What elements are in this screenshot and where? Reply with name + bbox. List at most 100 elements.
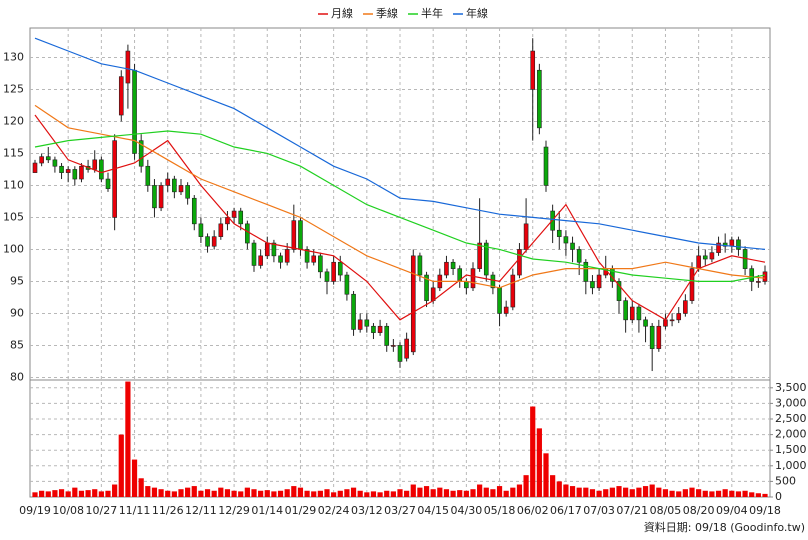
y-tick-label: 100 xyxy=(3,242,24,255)
candle-body xyxy=(410,255,416,353)
volume-bar xyxy=(437,487,443,497)
volume-bar xyxy=(377,492,383,497)
candle-body xyxy=(510,274,516,308)
y2-tick-label: 3,000 xyxy=(775,396,807,409)
candle-body xyxy=(523,223,529,250)
candle-body xyxy=(722,242,728,247)
candle-body xyxy=(444,261,449,276)
volume-bar xyxy=(65,491,71,497)
candle-body xyxy=(158,185,164,209)
x-tick-label: 04/15 xyxy=(417,504,449,517)
volume-bar xyxy=(523,475,529,497)
volume-bar xyxy=(702,490,708,497)
x-tick-label: 01/14 xyxy=(251,504,283,517)
x-tick-label: 02/24 xyxy=(318,504,350,517)
candle-body xyxy=(384,325,390,346)
candle-body xyxy=(470,268,476,289)
volume-bar xyxy=(550,475,556,497)
candle-body xyxy=(450,261,456,269)
candle-body xyxy=(79,165,84,180)
candle-body xyxy=(218,223,224,237)
volume-bar xyxy=(105,490,111,497)
ma-line xyxy=(34,114,766,321)
volume-bar xyxy=(682,489,688,497)
candle-body xyxy=(318,255,323,273)
candle-body xyxy=(145,165,151,186)
volume-bar xyxy=(443,489,450,497)
candle-body xyxy=(271,242,277,257)
volume-bar xyxy=(271,491,277,497)
candle-body xyxy=(430,287,436,301)
volume-bar xyxy=(78,490,85,497)
volume-bar xyxy=(483,487,489,497)
volume-bar xyxy=(364,492,370,497)
volume-bar xyxy=(430,489,436,497)
volume-bar xyxy=(171,491,177,497)
candle-body xyxy=(503,306,509,314)
x-tick-label: 07/21 xyxy=(616,504,648,517)
candle-body xyxy=(543,146,549,186)
x-tick-label: 12/11 xyxy=(185,504,217,517)
volume-bar xyxy=(762,493,768,497)
volume-bar xyxy=(258,490,264,497)
candle-body xyxy=(231,210,237,218)
volume-bar xyxy=(530,406,536,497)
ma-line xyxy=(34,104,766,289)
candle-body xyxy=(649,325,655,349)
volume-bar xyxy=(244,487,250,497)
volume-bar xyxy=(543,453,549,497)
candle-body xyxy=(371,325,376,333)
y-tick-label: 95 xyxy=(10,274,24,287)
y2-tick-label: 2,500 xyxy=(775,412,807,425)
volume-bar xyxy=(72,487,78,497)
legend-label: 半年 xyxy=(421,6,443,20)
volume-bar xyxy=(636,487,642,497)
volume-bar xyxy=(178,489,184,497)
candle-body xyxy=(311,255,317,263)
volume-bar xyxy=(337,490,343,497)
candle-body xyxy=(417,255,423,276)
x-tick-label: 03/12 xyxy=(351,504,383,517)
candle-body xyxy=(278,255,283,263)
volume-bar xyxy=(158,489,164,497)
volume-bar xyxy=(92,489,98,497)
x-tick-label: 09/04 xyxy=(716,504,748,517)
volume-bar xyxy=(649,484,655,497)
volume-bar xyxy=(370,491,377,497)
volume-bar xyxy=(503,490,509,497)
volume-bar xyxy=(238,491,244,497)
candle-body xyxy=(530,50,536,90)
x-tick-label: 09/19 xyxy=(19,504,51,517)
x-tick-label: 06/02 xyxy=(517,504,549,517)
candle-body xyxy=(377,325,383,333)
candle-body xyxy=(238,210,244,225)
candle-body xyxy=(211,236,217,247)
volume-bar xyxy=(450,490,456,497)
volume-bar xyxy=(344,489,350,497)
candle-body xyxy=(689,268,695,301)
volume-bar xyxy=(423,486,430,497)
candle-body xyxy=(331,261,336,282)
candle-body xyxy=(344,274,350,295)
candle-body xyxy=(483,242,489,276)
volume-bar xyxy=(291,486,297,497)
candle-body xyxy=(357,319,363,330)
y2-tick-label: 500 xyxy=(775,474,796,487)
volume-bar xyxy=(145,486,151,497)
volume-bar xyxy=(224,489,231,497)
candle-body xyxy=(563,236,569,244)
candle-body xyxy=(264,242,270,257)
source-note: 資料日期: 09/18 (Goodinfo.tw) xyxy=(644,520,805,534)
volume-bar xyxy=(410,484,416,497)
candle-body xyxy=(178,185,184,193)
volume-bar xyxy=(204,489,211,497)
x-tick-label: 08/20 xyxy=(683,504,715,517)
candle-body xyxy=(576,249,582,263)
volume-bar xyxy=(417,487,423,497)
candle-body xyxy=(636,306,642,321)
candle-body xyxy=(517,249,522,276)
volume-bar xyxy=(138,478,144,497)
candle-body xyxy=(99,159,104,180)
x-tick-label: 07/03 xyxy=(583,504,615,517)
